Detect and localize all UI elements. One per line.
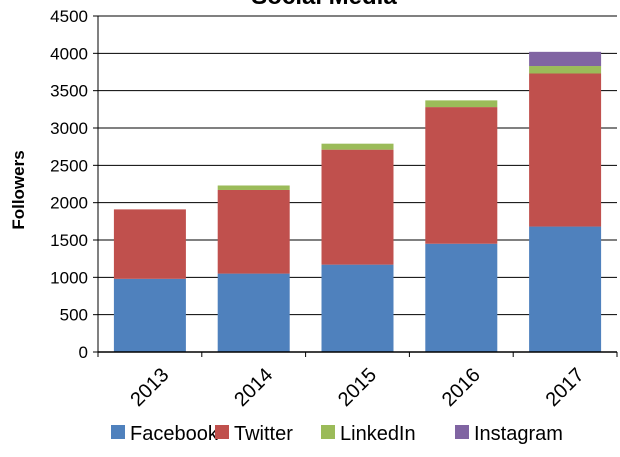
legend-swatch-twitter (215, 425, 229, 439)
bar-facebook-2017 (529, 226, 602, 352)
y-tick-label: 2500 (50, 156, 88, 175)
bar-instagram-2017 (529, 51, 602, 67)
y-tick-labels: 0 500 1000 1500 2000 2500 3000 3500 4000 4500 (50, 7, 88, 362)
bar-facebook-2016 (425, 243, 498, 352)
legend-label-facebook: Facebook (130, 423, 219, 445)
legend-label-instagram: Instagram (474, 423, 563, 445)
x-tick-label: 2017 (542, 364, 589, 411)
y-axis-label: Followers (9, 150, 28, 229)
legend-label-twitter: Twitter (234, 423, 293, 445)
x-tick-labels: 2013 2014 2015 2016 2017 (126, 364, 588, 411)
legend-label-linkedin: LinkedIn (340, 423, 416, 445)
bar-twitter-2017 (529, 73, 602, 227)
bar-twitter-2013 (113, 209, 186, 279)
x-tick-label: 2014 (230, 364, 277, 411)
y-tick-label: 500 (60, 306, 88, 325)
legend-swatch-linkedin (321, 425, 335, 439)
bar-linkedin-2014 (217, 185, 290, 190)
legend: Facebook Twitter LinkedIn Instagram (111, 423, 563, 445)
y-tick-label: 3500 (50, 82, 88, 101)
x-tick-label: 2016 (438, 364, 485, 411)
bar-twitter-2014 (217, 189, 290, 274)
y-tick-label: 4000 (50, 44, 88, 63)
x-tick-label: 2015 (334, 364, 381, 411)
bar-facebook-2013 (113, 278, 186, 352)
bars (113, 51, 602, 352)
legend-swatch-instagram (455, 425, 469, 439)
axes (93, 15, 618, 357)
bar-facebook-2015 (321, 264, 394, 352)
chart-title: Social Media (251, 0, 397, 10)
bar-twitter-2016 (425, 107, 498, 244)
bar-linkedin-2017 (529, 66, 602, 74)
y-tick-label: 0 (79, 343, 88, 362)
legend-swatch-facebook (111, 425, 125, 439)
y-tick-label: 1000 (50, 268, 88, 287)
x-tick-label: 2013 (126, 364, 173, 411)
bar-linkedin-2015 (321, 143, 394, 150)
y-tick-label: 1500 (50, 231, 88, 250)
y-tick-label: 3000 (50, 119, 88, 138)
y-tick-label: 4500 (50, 7, 88, 26)
y-tick-label: 2000 (50, 194, 88, 213)
bar-linkedin-2016 (425, 100, 498, 108)
bar-twitter-2015 (321, 149, 394, 265)
bar-facebook-2014 (217, 273, 290, 352)
